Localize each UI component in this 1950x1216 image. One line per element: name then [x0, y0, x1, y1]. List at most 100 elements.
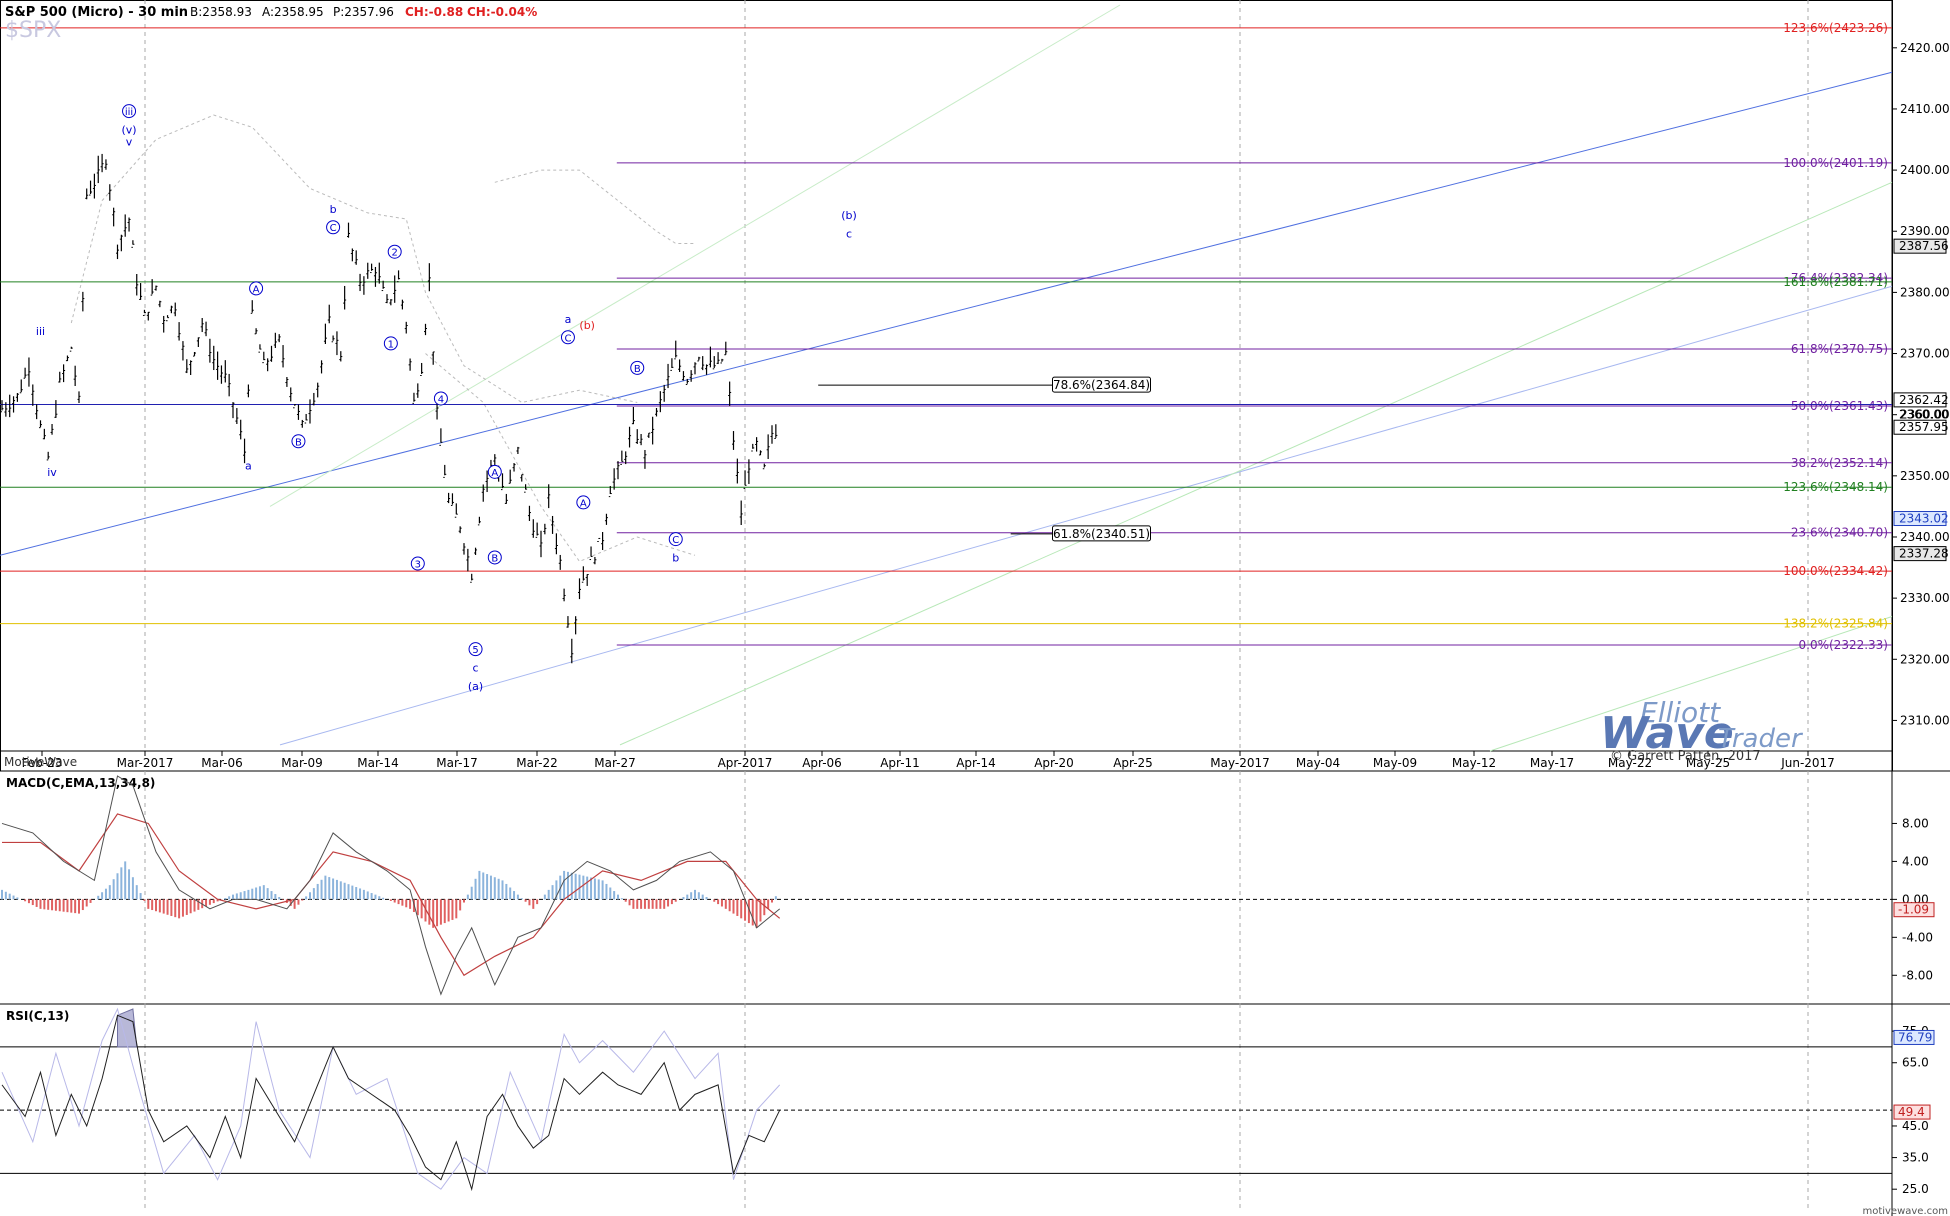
x-axis-ticks: Feb-23 Mar-2017 Mar-06 Mar-09 Mar-14 Mar-17 Ma…: [22, 0, 1835, 1210]
rsi-overbought-fill: [117, 1008, 138, 1048]
logo-text-elliott: Elliott: [1640, 696, 1721, 729]
price-tag-label: 2387.56: [1899, 239, 1949, 253]
x-tick-label: May-17: [1530, 756, 1574, 770]
x-tick-label: Mar-14: [357, 756, 398, 770]
wave-label-circle: [487, 464, 502, 479]
fib-label: 0.0%(2322.33): [1799, 638, 1888, 652]
footer-url: motivewave.com: [1862, 1206, 1948, 1216]
y-tick-label: 2370.00: [1900, 347, 1950, 361]
wave-label: c: [846, 227, 852, 240]
wave-label: c: [473, 662, 479, 675]
boxed-level-label: 78.6%(2364.84): [1053, 378, 1150, 392]
macd-title: MACD(C,EMA,13,34,8): [6, 776, 155, 790]
rsi-secondary-line: [1, 1007, 781, 1190]
trend-channel-line: [279, 285, 1893, 746]
rsi-y-tick-label: 45.0: [1902, 1119, 1929, 1133]
price-tag-label: 2357.95: [1899, 420, 1949, 434]
x-tick-label: Apr-2017: [718, 756, 773, 770]
wave-label-circle: [468, 642, 483, 657]
y-tick-label: 2400.00: [1900, 163, 1950, 177]
wave-label: a: [565, 313, 572, 326]
price-value: P:2357.96: [333, 5, 394, 19]
macd-y-tick-label: -8.00: [1902, 968, 1933, 982]
wave-label-circle: [326, 220, 341, 235]
price-tag-box: [1893, 511, 1947, 527]
moving-average-line: [70, 114, 638, 403]
x-tick-label: Apr-11: [880, 756, 920, 770]
macd-y-tick-label: -4.00: [1902, 930, 1933, 944]
bid-value: B:2358.93: [190, 5, 252, 19]
wave-label-circle: [433, 391, 448, 406]
wave-label: 2: [392, 248, 398, 259]
x-tick-label: May-04: [1296, 756, 1340, 770]
boxed-level-label: 61.8%(2340.51): [1053, 527, 1150, 541]
macd-panel: MACD(C,EMA,13,34,8)8.004.000.00-4.00-8.0…: [0, 775, 1935, 996]
fib-label: 61.8%(2370.75): [1791, 342, 1888, 356]
y-tick-label: 2360.00: [1900, 408, 1950, 422]
rsi-last-tag-box: [1893, 1104, 1931, 1120]
wave-label-circle: [249, 281, 264, 296]
fib-label: 23.6%(2340.70): [1791, 526, 1888, 540]
x-tick-label: Mar-2017: [117, 756, 174, 770]
wave-label-circle: [560, 330, 575, 345]
wave-label-circle: [487, 550, 502, 565]
wave-label: A: [580, 498, 587, 509]
wave-label: (v): [122, 123, 137, 136]
wave-label: 3: [415, 560, 421, 571]
x-tick-label: May-25: [1686, 756, 1730, 770]
x-tick-label: Jun-2017: [1780, 756, 1835, 770]
wave-label: iii: [36, 325, 45, 338]
x-tick-label: Mar-17: [436, 756, 477, 770]
wave-label: v: [126, 136, 133, 149]
macd-y-tick-label: 8.00: [1902, 816, 1929, 830]
x-tick-label: Apr-06: [802, 756, 842, 770]
y-tick-label: 2310.00: [1900, 713, 1950, 727]
macd-line: [1, 775, 781, 996]
wave-label: B: [295, 437, 302, 448]
fib-label: 123.6%(2348.14): [1783, 480, 1888, 494]
x-tick-label: Feb-23: [22, 756, 63, 770]
price-tag-label: 2337.28: [1899, 547, 1949, 561]
x-tick-label: May-12: [1452, 756, 1496, 770]
trend-channel-line: [619, 181, 1893, 746]
wave-label-circle: [576, 495, 591, 510]
price-tag-label: 2362.42: [1899, 393, 1949, 407]
price-tag-label: 2343.02: [1899, 512, 1949, 526]
y-tick-label: 2340.00: [1900, 530, 1950, 544]
wave-label: b: [330, 203, 337, 216]
fib-label: 100.0%(2334.42): [1783, 564, 1888, 578]
price-y-axis: 2310.00 2320.00 2330.00 2340.00 2350.00 2360.…: [1892, 41, 1950, 727]
macd-y-tick-label: 4.00: [1902, 854, 1929, 868]
x-tick-label: Mar-27: [594, 756, 635, 770]
price-panel-frame: [0, 0, 1893, 772]
rsi-title: RSI(C,13): [6, 1009, 69, 1023]
symbol-watermark: $SPX: [5, 18, 61, 43]
logo-text-trader: Trader: [1718, 724, 1804, 754]
rsi-y-tick-label: 65.0: [1902, 1056, 1929, 1070]
fib-label: 50.0%(2361.43): [1791, 399, 1888, 413]
x-tick-label: Mar-22: [516, 756, 557, 770]
wave-label-circle: [291, 434, 306, 449]
fib-levels: 123.6%(2423.26)100.0%(2401.19)76.4%(2382…: [0, 21, 1892, 652]
platform-label: MotiveWave: [4, 755, 77, 769]
logo-text-wave: Wave: [1600, 708, 1734, 759]
fib-label: 138.2%(2325.84): [1783, 617, 1888, 631]
wave-label: (b): [579, 319, 595, 332]
x-tick-label: Apr-25: [1113, 756, 1153, 770]
rsi-y-tick-label: 35.0: [1902, 1151, 1929, 1165]
wave-label: (a): [468, 680, 483, 693]
macd-last-tag-box: [1893, 902, 1935, 918]
change-pct-value: CH:-0.04%: [467, 5, 537, 19]
wave-label: 1: [388, 339, 394, 350]
wave-label: A: [491, 468, 498, 479]
wave-label: 5: [472, 645, 478, 656]
y-tick-label: 2390.00: [1900, 224, 1950, 238]
x-tick-label: Apr-14: [956, 756, 996, 770]
fib-label: 123.6%(2423.26): [1783, 21, 1888, 35]
wave-label-circle: [387, 244, 402, 259]
wave-label: iii: [125, 107, 133, 118]
trend-channel-line: [0, 71, 1893, 556]
